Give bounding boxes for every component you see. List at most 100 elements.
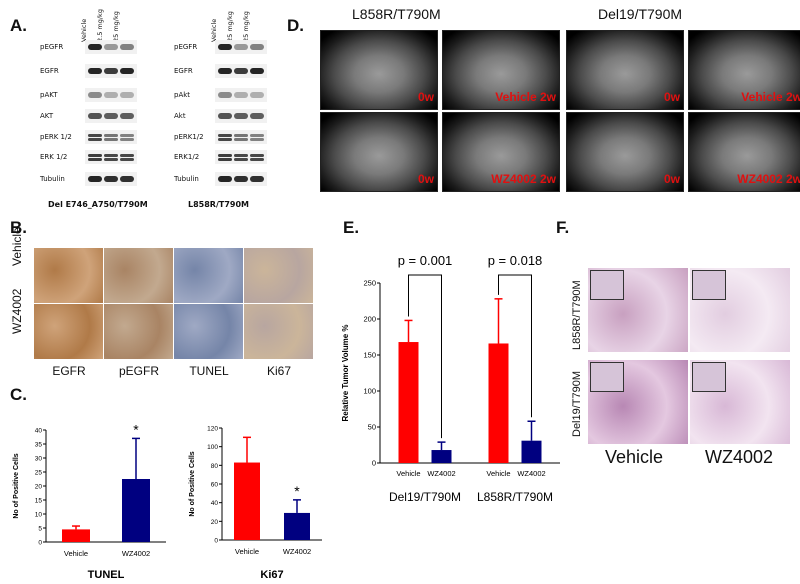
y-tick-label: 80: [211, 463, 219, 470]
blot-row-label: ERK 1/2: [40, 153, 68, 161]
blot-band: [88, 44, 102, 50]
panel-e-letter: E.: [343, 218, 360, 237]
blot-band: [234, 158, 248, 161]
blot-band: [218, 176, 232, 182]
ihc-image: [34, 248, 103, 303]
y-tick-label: 200: [363, 315, 376, 324]
mri-scan-label: Vehicle 2w: [741, 90, 800, 104]
blot-band: [104, 154, 118, 157]
blot-band: [234, 138, 248, 141]
mri-scan: [566, 30, 684, 110]
ihc-row-label-vehicle: Vehicle: [10, 227, 24, 266]
mri-scan: [688, 30, 800, 110]
category-label: WZ4002: [283, 547, 311, 556]
ihc-col-label-ki67: Ki67: [266, 364, 292, 378]
blot-row-label: pERK1/2: [174, 133, 204, 141]
chart-title: TUNEL: [88, 569, 125, 581]
bar: [431, 450, 452, 463]
mri-scan-label: 0w: [417, 172, 434, 186]
lane-header: Vehicle: [210, 18, 218, 42]
blot-band: [88, 158, 102, 161]
bar: [398, 342, 419, 463]
lane-header: 25 mg/kg: [242, 11, 250, 42]
blot-row-label: pAKT: [40, 91, 58, 99]
blot-band: [120, 92, 134, 98]
blot-band: [104, 138, 118, 141]
group-label: L858R/T790M: [477, 490, 553, 504]
blot-band: [250, 44, 264, 50]
blot-band: [250, 68, 264, 74]
blot-band: [104, 113, 118, 119]
blot-band: [88, 138, 102, 141]
bar: [284, 512, 310, 540]
y-tick-label: 100: [363, 387, 376, 396]
y-tick-label: 40: [35, 428, 43, 435]
blot-band: [218, 44, 232, 50]
ihc-image: [104, 248, 173, 303]
blot-band: [218, 68, 232, 74]
category-label: Vehicle: [396, 469, 420, 478]
mri-scan-label: Vehicle 2w: [495, 90, 556, 104]
y-axis-label: Relative Tumor Volume %: [341, 324, 350, 421]
blot-row-label: pAkt: [174, 91, 191, 99]
mri-title-del19: Del19/T790M: [598, 6, 683, 22]
chart-tumor-volume: 0 50 100 150 200 250 Vehicle WZ4002 Vehicle WZ400…: [341, 253, 560, 504]
blot-strip: [215, 130, 267, 144]
blot-band: [104, 68, 118, 74]
blot-band: [88, 113, 102, 119]
lane-header: Vehicle: [80, 18, 88, 42]
y-tick-label: 5: [38, 526, 42, 533]
mri-scan: [688, 112, 800, 192]
blot-band: [250, 138, 264, 141]
histology-inset: [692, 270, 726, 300]
panel-c-letter: C.: [10, 385, 27, 404]
blot-left-caption: Del E746_A750/T790M: [48, 200, 148, 209]
y-tick-label: 0: [372, 459, 376, 468]
blot-row-label: ERK1/2: [174, 153, 200, 161]
mri-scan: [320, 30, 438, 110]
category-label: Vehicle: [235, 547, 259, 556]
blot-band: [120, 158, 134, 161]
blot-row-label: EGFR: [40, 67, 59, 75]
blot-band: [250, 92, 264, 98]
blot-band: [234, 68, 248, 74]
blot-band: [218, 134, 232, 137]
blot-row-label: pEGFR: [40, 43, 64, 51]
blot-band: [250, 113, 264, 119]
category-label: WZ4002: [122, 549, 150, 558]
y-tick-label: 0: [38, 540, 42, 547]
blot-band: [120, 44, 134, 50]
category-label: WZ4002: [427, 469, 455, 478]
mri-scan: [442, 30, 560, 110]
blot-band: [218, 92, 232, 98]
histology-inset: [590, 270, 624, 300]
ihc-image: [244, 248, 313, 303]
blot-row-label: Tubulin: [40, 175, 65, 183]
y-tick-label: 250: [363, 279, 376, 288]
category-label: Vehicle: [486, 469, 510, 478]
y-tick-label: 35: [35, 442, 43, 449]
blot-band: [120, 176, 134, 182]
blot-band: [104, 92, 118, 98]
blot-right-caption: L858R/T790M: [188, 200, 249, 209]
y-tick-label: 20: [35, 484, 43, 491]
y-tick-label: 15: [35, 498, 43, 505]
mri-scan: [320, 112, 438, 192]
blot-row-label: AKT: [40, 112, 54, 120]
ihc-col-label-egfr: EGFR: [52, 364, 86, 378]
blot-band: [104, 44, 118, 50]
mri-title-l858r: L858R/T790M: [352, 6, 441, 22]
chart-tunel: 0 5 10 15 20 25 30 35 40 Vehicle WZ4002 * No of Posi…: [13, 421, 166, 581]
blot-band: [250, 176, 264, 182]
mri-scan-label: 0w: [417, 90, 434, 104]
blot-row-label: pERK 1/2: [40, 133, 72, 141]
blot-row-label: Akt: [174, 112, 186, 120]
significance-bracket: [408, 274, 442, 439]
blot-band: [250, 154, 264, 157]
chart-ki67: 0 20 40 60 80 100 120 Vehicle WZ4002 * No of Posit…: [189, 426, 322, 581]
blot-strip: [85, 130, 137, 144]
p-value-label: p = 0.018: [488, 253, 543, 268]
histology-inset: [692, 362, 726, 392]
significance-star: *: [133, 421, 139, 437]
blot-strip: [215, 150, 267, 164]
